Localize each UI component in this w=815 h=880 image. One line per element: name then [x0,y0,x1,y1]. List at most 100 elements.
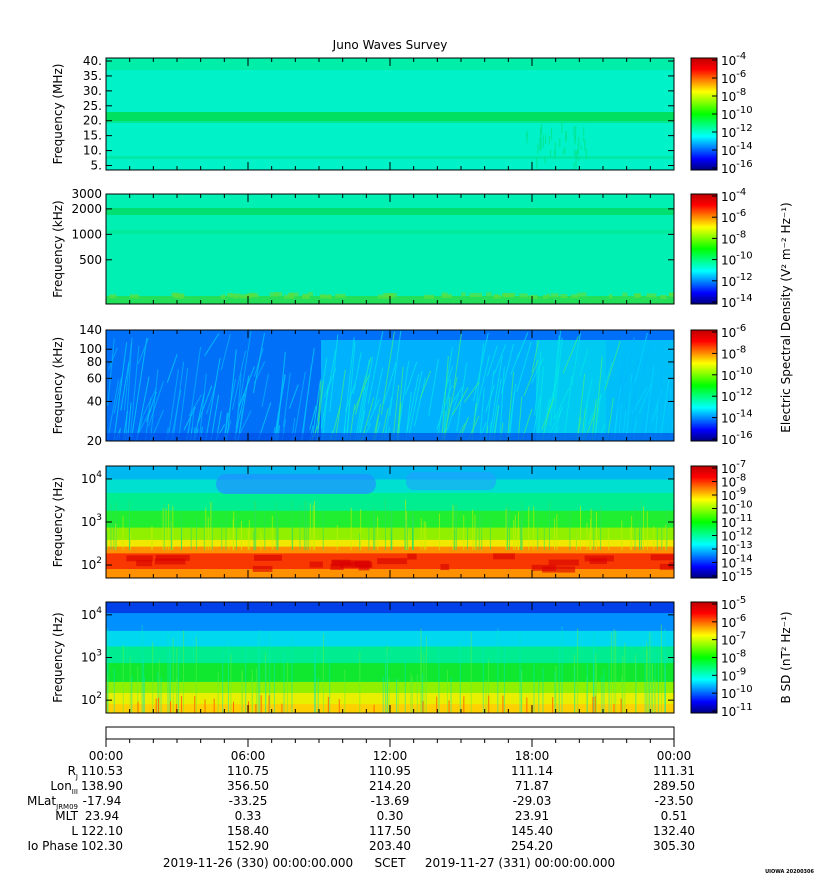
lf-burst [414,377,426,427]
lf-burst [606,397,614,441]
lf-burst [193,392,205,441]
ephemeris-label: LonIII [50,779,78,796]
lf-burst [273,374,286,441]
lf-burst [517,396,523,441]
burst [584,139,586,151]
lf-burst [172,361,185,441]
ephemeris-value: 305.30 [653,839,695,853]
y-axis-label: Frequency (MHz) [51,64,65,165]
y-tick-label: 5. [91,159,102,173]
intense-patch [548,559,579,566]
ephemeris-value: 132.40 [653,824,695,838]
intense-patch [377,558,408,565]
low-freq-patch [239,294,248,299]
lf-burst [349,403,356,441]
y-tick-label: 100 [79,342,102,356]
lf-burst [392,384,400,441]
ephemeris-value: 117.50 [369,824,411,838]
y-tick-label: 3000 [71,187,102,201]
lf-burst [639,386,650,441]
colorbar-tick-label: 10-16 [721,159,753,176]
burst [549,149,551,157]
burst [574,148,576,156]
lf-burst [507,384,517,441]
low-freq-patch [529,294,538,299]
lf-burst [124,337,133,441]
low-freq-patch [320,294,331,299]
y-tick-label: 104 [81,470,102,486]
lf-burst [617,404,622,441]
low-freq-patch [269,292,279,297]
burst [575,125,577,132]
lf-burst [405,361,418,396]
spectral-band [106,613,674,632]
lf-burst [456,363,468,432]
colorbar-tick-label: 10-14 [721,293,753,310]
y-tick-label: 60 [87,371,102,385]
time-axis-frame [105,726,675,740]
lf-burst [553,387,570,420]
lf-burst [553,337,563,419]
colorbar-label: Electric Spectral Density (V² m⁻² Hz⁻¹) [779,202,793,432]
lf-burst [546,381,558,412]
burst [573,162,575,170]
low-freq-patch [172,293,181,298]
low-freq-patch [335,293,346,298]
time-tick-label: 06:00 [231,749,266,763]
lf-burst [321,386,329,441]
lf-burst [500,343,514,394]
lf-burst [107,338,115,406]
lf-burst [634,332,648,383]
lf-burst [190,405,195,441]
y-tick-label: 40 [87,394,102,408]
burst [541,123,543,135]
processing-stamp: UIOWA 20200306 [765,869,814,875]
lf-burst [204,333,220,357]
intense-patch [650,554,674,561]
lf-burst [493,405,500,441]
chart-title: Juno Waves Survey [332,38,448,52]
burst [540,127,542,140]
low-freq-patch [546,293,550,298]
lf-burst [472,333,489,402]
colorbar-tick-label: 10-6 [721,208,746,225]
ephemeris-value: 138.90 [81,779,123,793]
lf-burst [372,414,379,441]
y-tick-label: 1000 [71,227,102,241]
burst [545,134,547,145]
lf-burst [576,417,582,441]
footer-end-time: 2019-11-27 (331) 00:00:00.000 [425,856,615,870]
intense-patch [659,563,674,570]
intense-patch [136,560,153,567]
ephemeris-value: 0.33 [235,809,262,823]
low-freq-patch [571,294,579,299]
lf-burst [380,331,395,415]
ephemeris-value: -13.69 [371,794,410,808]
low-freq-patch [560,294,568,299]
lf-burst [516,341,532,392]
band-1800khz [106,208,674,215]
lf-burst [484,370,495,441]
lf-burst [479,388,485,441]
lf-burst [220,334,231,371]
time-tick-label: 00:00 [657,749,692,763]
lf-burst [235,373,242,441]
low-freq-patch [441,294,452,299]
lf-burst [346,400,351,441]
lf-burst [237,408,244,441]
burst [548,136,550,145]
burst [576,149,578,155]
lf-burst [188,394,202,417]
lf-burst [123,342,132,411]
ephemeris-value: 0.30 [377,809,404,823]
intense-patch [126,555,153,562]
low-freq-patch [129,294,140,299]
lf-burst [463,381,480,403]
lf-burst [534,351,542,416]
burst [536,157,538,169]
intense-patch [407,553,417,560]
intense-patch [493,553,515,560]
low-freq-patch [423,294,435,299]
y-axis-label: Frequency (kHz) [51,337,65,434]
burst [526,132,528,144]
